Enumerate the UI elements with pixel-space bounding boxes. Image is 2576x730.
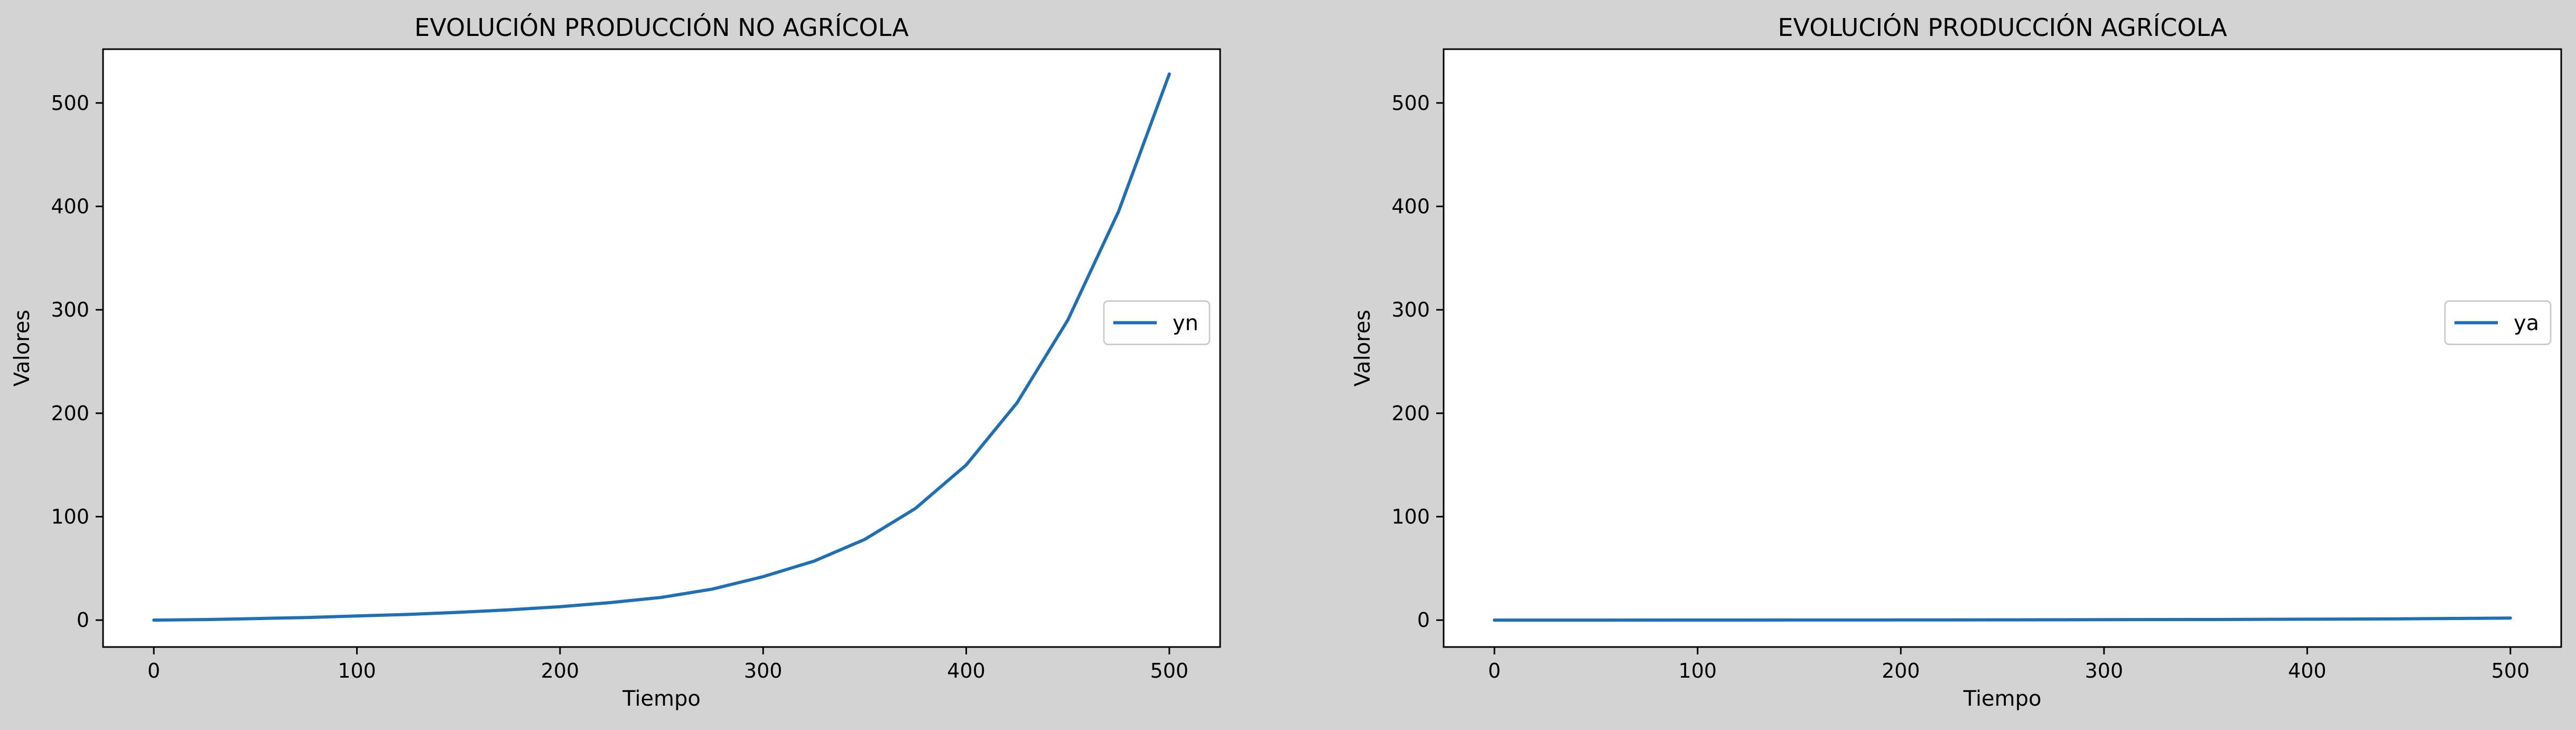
y-tick-label: 300 [1391,298,1430,321]
x-tick-label: 100 [338,659,376,682]
x-tick-label: 100 [1678,659,1717,682]
x-axis-label: Tiempo [622,687,701,711]
y-tick-label: 0 [77,608,89,632]
plot-area [103,49,1220,647]
plot-area [1444,49,2561,647]
y-tick-label: 300 [51,298,89,321]
y-tick-label: 100 [1391,505,1430,528]
chart-title: EVOLUCIÓN PRODUCCIÓN AGRÍCOLA [1778,13,2227,42]
x-tick-label: 300 [744,659,783,682]
y-axis-label: Valores [1351,310,1375,386]
x-tick-label: 400 [2288,659,2327,682]
series-line-ya [1493,616,2512,622]
chart-panel-1: EVOLUCIÓN PRODUCCIÓN NO AGRÍCOLA 0 100 200 3… [10,13,1221,711]
y-tick-label: 400 [51,195,89,218]
legend: ya [2444,300,2552,345]
x-tick-label: 0 [1488,659,1501,682]
x-tick-label: 500 [1150,659,1189,682]
x-tick-label: 0 [147,659,160,682]
x-tick-label: 500 [2491,659,2530,682]
y-tick-label: 500 [51,91,89,115]
chart-title: EVOLUCIÓN PRODUCCIÓN NO AGRÍCOLA [414,13,909,42]
y-axis-label: Valores [10,310,34,386]
series-line-yn [152,72,1171,622]
plot-frame [1443,48,2562,648]
x-tick-label: 400 [947,659,985,682]
chart-panel-2: EVOLUCIÓN PRODUCCIÓN AGRÍCOLA 0 100 200 300 4… [1351,13,2562,711]
x-tick-label: 200 [541,659,580,682]
legend-label: ya [2514,311,2539,336]
y-tick-label: 500 [1391,91,1430,115]
x-tick-label: 200 [1882,659,1920,682]
y-tick-label: 200 [51,402,89,425]
y-tick-label: 0 [1417,608,1430,632]
y-tick-label: 400 [1391,195,1430,218]
legend: yn [1103,300,1211,345]
legend-label: yn [1173,311,1198,336]
x-axis-label: Tiempo [1963,687,2042,711]
y-tick-label: 100 [51,505,89,528]
y-tick-label: 200 [1391,402,1430,425]
x-tick-label: 300 [2085,659,2124,682]
plot-frame [102,48,1221,648]
